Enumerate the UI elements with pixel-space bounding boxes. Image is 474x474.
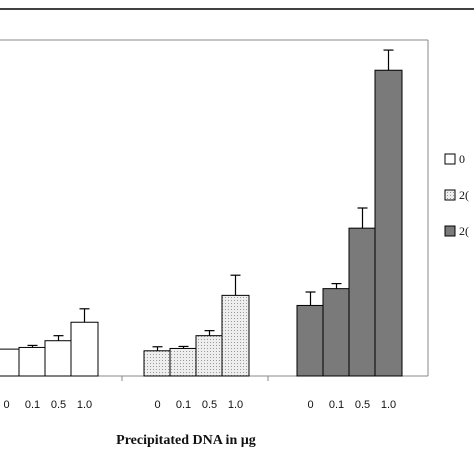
x-tick-label: 1.0 xyxy=(228,399,243,411)
legend: 0 2( 2( xyxy=(444,152,469,238)
x-axis-title: Precipitated DNA in µg xyxy=(116,433,256,448)
legend-label: 0 xyxy=(459,152,465,166)
x-tick-label: 0.1 xyxy=(25,399,40,411)
bar xyxy=(0,348,21,377)
bar xyxy=(195,335,224,377)
tick-labels-layer: 0 0.1 0.5 1.0 0 0.1 0.5 1.0 0 0.1 0.5 1.0 xyxy=(3,399,396,411)
bar xyxy=(44,340,73,377)
bar xyxy=(322,288,351,377)
legend-swatch xyxy=(444,189,456,201)
x-tick-label: 0 xyxy=(3,399,9,411)
bar xyxy=(18,346,47,377)
bar xyxy=(374,69,403,377)
x-tick-label: 0.5 xyxy=(51,399,66,411)
bar xyxy=(348,227,377,377)
bar xyxy=(296,304,325,377)
bar xyxy=(143,350,172,377)
x-tick-label: 0.1 xyxy=(176,399,191,411)
x-tick-label: 0 xyxy=(154,399,160,411)
legend-swatch xyxy=(444,153,456,165)
bar xyxy=(221,294,250,377)
bars-layer xyxy=(0,49,403,377)
bar xyxy=(169,347,198,377)
x-tick-label: 1.0 xyxy=(77,399,92,411)
x-tick-label: 0.1 xyxy=(329,399,344,411)
legend-label: 2( xyxy=(459,224,469,238)
legend-swatch xyxy=(444,225,456,237)
x-tick-label: 0.5 xyxy=(355,399,370,411)
bar xyxy=(70,321,99,377)
legend-label: 2( xyxy=(459,188,469,202)
x-tick-label: 0.5 xyxy=(202,399,217,411)
x-tick-label: 1.0 xyxy=(381,399,396,411)
x-tick-label: 0 xyxy=(307,399,313,411)
